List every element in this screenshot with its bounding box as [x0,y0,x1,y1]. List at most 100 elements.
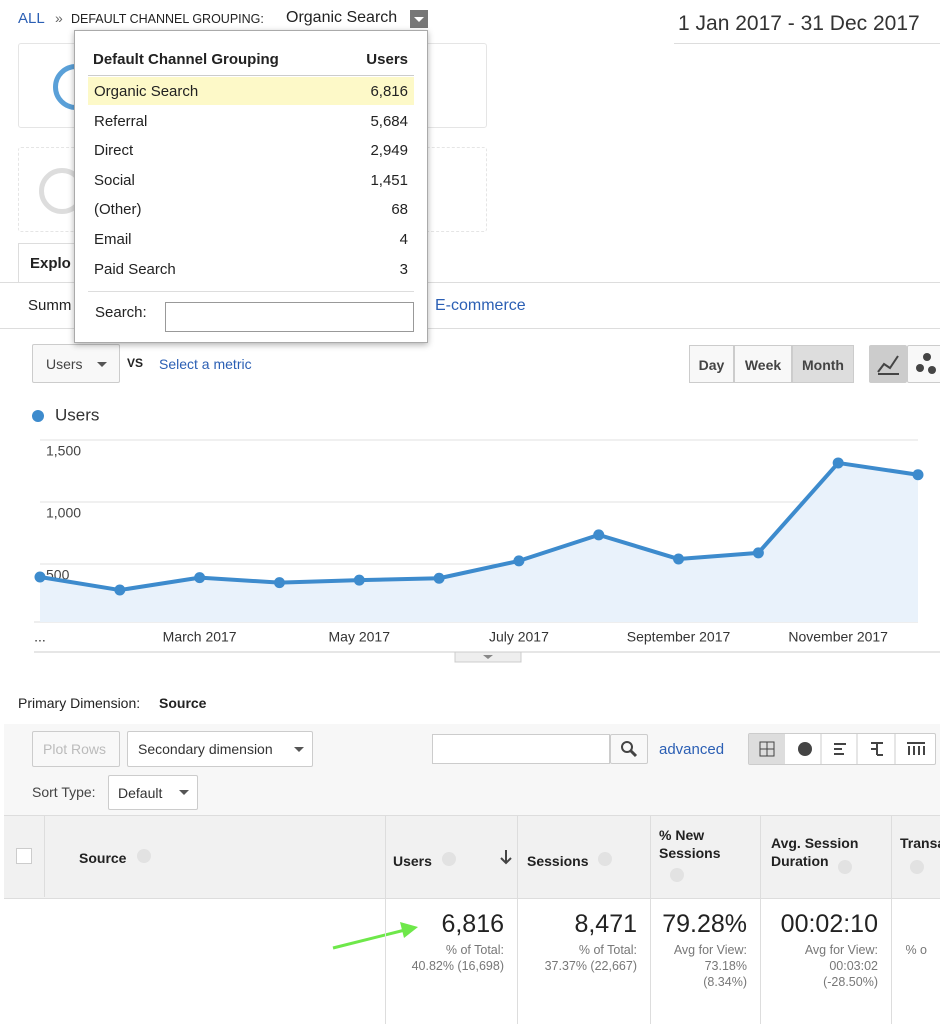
column-border [650,815,651,1024]
column-header[interactable]: Source [79,850,127,866]
search-input[interactable] [432,734,610,764]
channel-name: Email [94,231,132,248]
breadcrumb-value: Organic Search [286,9,398,26]
secondary-dimension[interactable]: Secondary dimension [127,731,313,767]
help-icon[interactable] [598,852,612,866]
x-tick-label: July 2017 [489,629,549,645]
column-border [760,815,761,1024]
column-header[interactable]: Users [393,853,432,869]
column-header[interactable]: Avg. Session Duration [771,835,859,869]
date-range[interactable]: 1 Jan 2017 - 31 Dec 2017 [678,12,920,35]
plot-rows-button[interactable]: Plot Rows [32,731,120,767]
total-note: % o [905,943,927,957]
sort-type-select[interactable]: Default [108,775,198,810]
data-point [433,572,445,584]
total-value: 6,816 [441,910,504,938]
channel-name: Paid Search [94,260,176,278]
x-tick-label: September 2017 [627,629,731,645]
breadcrumb-all[interactable]: ALL [18,10,45,27]
line-chart-toggle[interactable] [869,345,907,383]
total-note: Avg for View: [804,943,878,957]
total-note: 73.18% [704,959,747,973]
breadcrumb-dimension: DEFAULT CHANNEL GROUPING: [71,12,264,26]
period-label: Week [744,357,782,373]
green-arrow [332,928,406,950]
x-tick-label: March 2017 [163,629,237,645]
column-header[interactable]: % New Sessions [659,827,721,861]
series-line [39,460,919,593]
vs-label: VS [127,356,144,370]
metric-select[interactable]: Users [32,344,120,383]
y-tick-label: 1,000 [46,505,81,521]
channel-users: 68 [391,201,408,219]
data-point [673,553,685,565]
icon [749,734,925,764]
icon [916,353,936,374]
column-border [891,815,892,1024]
total-value: 00:02:10 [780,910,878,938]
select-metric[interactable]: Select a metric [159,356,252,372]
dropdown-row[interactable]: Paid Search 3 [88,255,414,283]
column-header[interactable]: Transa [900,835,940,851]
total-value: 79.28% [662,910,747,938]
period-button[interactable]: Day [689,345,734,383]
select-label: Default [118,785,163,801]
channel-name: Social [94,171,135,189]
dropdown-header: Users [366,51,408,68]
sort-type-label: Sort Type: [32,784,96,800]
channel-users: 5,684 [370,112,408,130]
ecommerce-tab[interactable]: E-commerce [435,297,526,314]
total-note: 00:03:02 [829,959,878,973]
period-button[interactable]: Month [792,345,854,383]
dropdown-row[interactable]: Organic Search 6,816 [88,77,414,105]
dropdown-search[interactable] [165,302,414,332]
button-label: Plot Rows [43,741,107,757]
help-icon[interactable] [137,849,151,863]
search-button[interactable] [610,734,648,764]
y-tick-label: 1,500 [46,443,81,459]
summary-tab[interactable]: Summ [28,297,72,314]
help-icon[interactable] [670,868,684,882]
date-underline [674,43,940,44]
data-point [912,469,924,481]
data-point [273,577,285,589]
dropdown-row[interactable]: (Other) 68 [88,195,414,223]
period-label: Day [698,357,725,373]
search-label: Search: [95,304,147,321]
channel-users: 6,816 [370,83,408,100]
total-note: (-28.50%) [823,975,878,989]
dropdown-row[interactable]: Social 1,451 [88,166,414,194]
icon [500,850,512,865]
dropdown-header: Default Channel Grouping [93,51,279,68]
total-note: % of Total: [578,943,637,957]
dropdown-row[interactable]: Referral 5,684 [88,107,414,135]
help-icon[interactable] [838,860,852,874]
total-note: (8.34%) [703,975,747,989]
total-note: % of Total: [445,943,504,957]
select-all-checkbox[interactable] [16,848,32,864]
period-button[interactable]: Week [734,345,792,383]
total-note: 37.37% (22,667) [544,959,637,973]
tab-label: Explo [30,255,71,272]
dropdown-row[interactable]: Direct 2,949 [88,136,414,164]
view-toggles[interactable] [748,733,936,765]
help-icon[interactable] [910,860,924,874]
breadcrumb-dropdown[interactable] [410,10,428,28]
dropdown-row[interactable]: Email 4 [88,225,414,253]
table-header [4,815,940,899]
primary-dimension-value[interactable]: Source [159,695,207,711]
help-icon[interactable] [442,852,456,866]
data-point [353,574,365,586]
motion-chart-toggle[interactable] [907,345,940,383]
advanced-link[interactable]: advanced [659,741,725,758]
icon [877,355,899,375]
column-header[interactable]: Sessions [527,853,589,869]
data-point [832,457,844,469]
tab-divider [0,282,940,283]
breadcrumb-separator: » [55,10,63,26]
channel-name: Direct [94,142,134,160]
total-note: 40.82% (16,698) [411,959,504,973]
